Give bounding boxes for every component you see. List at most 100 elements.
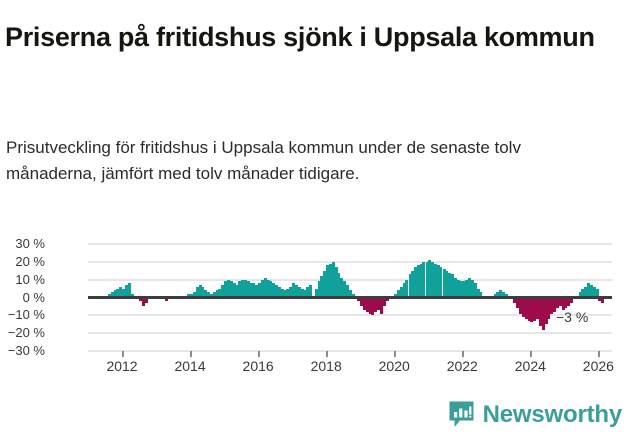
y-axis-tick-label: 30 % [15, 236, 45, 251]
chart-bar [544, 297, 548, 325]
chart-bar [368, 297, 372, 314]
chart-bar [241, 279, 245, 298]
chart-bar [260, 279, 264, 298]
chart-bar [561, 297, 565, 310]
chart-bar [343, 281, 347, 298]
chart-bar [195, 286, 199, 298]
chart-bar [476, 288, 480, 298]
chart-bar [436, 265, 440, 298]
chart-bar [272, 283, 276, 298]
chart-bar [337, 272, 341, 298]
y-axis-tick-label: 10 % [15, 271, 45, 287]
chart-bar [187, 293, 191, 298]
chart-bar [224, 281, 228, 298]
chart-bar [297, 286, 301, 298]
x-axis-tick-mark [598, 351, 601, 357]
chart-bar [306, 286, 310, 298]
chart-bar [592, 286, 596, 298]
chart-bar [473, 283, 477, 298]
chart-bar [362, 297, 366, 310]
chart-plot-area: 30 % 20 % 10 % 0 % −10 % −20 % −30 % [8, 237, 612, 357]
chart-bar [314, 288, 318, 298]
chart-bar [456, 279, 460, 298]
chart-bar [442, 268, 446, 298]
chart-bar [357, 297, 361, 302]
chart-bar [141, 297, 145, 307]
chart-bar [207, 292, 211, 298]
y-axis-tick-label: 20 % [15, 253, 45, 269]
chart-bar [555, 297, 559, 309]
chart-bar [516, 297, 520, 309]
chart-bar [144, 297, 148, 303]
chart-bars [88, 244, 612, 351]
chart-bar [340, 277, 344, 298]
last-value-annotation: −3 % [556, 309, 589, 325]
chart-bar [198, 285, 202, 298]
chart-bar [320, 276, 324, 298]
chart-bar [371, 297, 375, 316]
chart-bar [468, 277, 472, 298]
chart-bar [201, 286, 205, 298]
chart-bar [124, 285, 128, 298]
chart-bar [266, 279, 270, 298]
chart-bar [255, 285, 259, 298]
chart-bar [530, 297, 534, 323]
chart-bar [277, 286, 281, 298]
chart-bar [451, 274, 455, 298]
chart-bar [249, 283, 253, 298]
chart-bar [292, 283, 296, 298]
chart-bar [527, 297, 531, 321]
x-axis-tick-mark [394, 351, 397, 357]
y-axis-tick-label: 0 % [22, 289, 45, 305]
chart-bar [215, 290, 219, 298]
chart-bar [434, 263, 438, 298]
chart-bar [326, 265, 330, 298]
chart-bar [533, 297, 537, 321]
chart-bar [334, 267, 338, 298]
chart-bar [309, 285, 313, 298]
chart-bar [578, 292, 582, 298]
chart-bar [294, 285, 298, 298]
chart-bar [499, 290, 503, 298]
chart-bar [447, 272, 451, 298]
chart-bar [459, 281, 463, 298]
chart-bar [493, 293, 497, 298]
x-axis-tick-mark [258, 351, 261, 357]
x-axis-tick-mark [462, 351, 465, 357]
y-axis-tick-label: −20 % [7, 325, 45, 341]
chart-bar [402, 283, 406, 298]
chart-bar [192, 292, 196, 298]
chart-bar [570, 297, 574, 303]
chart-bar [567, 297, 571, 307]
chart-bar [317, 281, 321, 298]
chart-bar [377, 297, 381, 310]
chart-bar [581, 288, 585, 298]
x-axis-tick-label: 2012 [106, 358, 138, 374]
chart-bar [130, 293, 134, 298]
chart-bar [411, 270, 415, 298]
chart-bar [470, 279, 474, 298]
chart-bar [289, 286, 293, 298]
chart-bar [496, 292, 500, 298]
chart-bar [116, 288, 120, 298]
chart-bar [139, 297, 143, 302]
newsworthy-logo[interactable]: Newsworthy [448, 400, 622, 429]
chart-bar [269, 281, 273, 298]
chart-bar [422, 261, 426, 298]
chart-bar [453, 277, 457, 298]
chart-bar [383, 297, 386, 307]
chart-bar [345, 285, 349, 298]
chart-bar [252, 283, 256, 298]
chart-bar [541, 297, 545, 330]
chart-bar [328, 263, 332, 298]
chart-bar [127, 283, 131, 298]
chart-bar [226, 279, 230, 298]
x-axis-tick-label: 2026 [582, 358, 614, 374]
chart-bar [238, 281, 242, 298]
chart-bar [553, 297, 557, 312]
chart-bar [439, 267, 443, 298]
chart-bar [396, 290, 400, 298]
x-axis-tick-label: 2020 [378, 358, 410, 374]
chart-bar [425, 261, 429, 298]
